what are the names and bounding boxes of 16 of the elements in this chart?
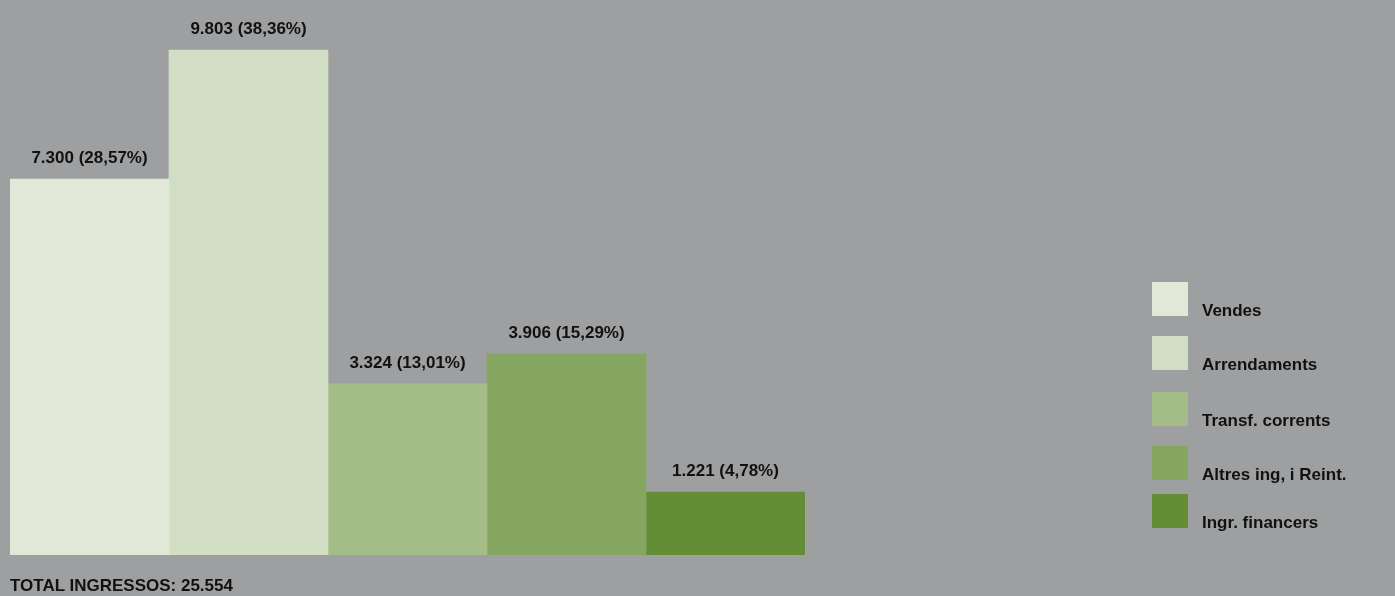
legend-label: Altres ing, i Reint.: [1202, 464, 1347, 484]
legend-label: Ingr. financers: [1202, 512, 1319, 532]
data-label: 3.906 (15,29%): [508, 323, 625, 343]
bar: [168, 49, 329, 555]
legend-label: Arrendaments: [1202, 354, 1318, 374]
data-label: 1.221 (4,78%): [672, 461, 779, 481]
legend-label: Vendes: [1202, 300, 1262, 320]
data-label: 3.324 (13,01%): [349, 353, 466, 372]
bar: [486, 353, 647, 555]
bar: [10, 178, 170, 555]
data-label: 9.803 (38,36%): [190, 19, 307, 39]
legend-label: Transf. corrents: [1202, 410, 1331, 430]
data-label: 7.300 (28,57%): [31, 148, 148, 168]
text: TOTAL INGRESSOS: 25.554: [10, 576, 234, 595]
bar: [327, 383, 488, 555]
bar: [645, 491, 805, 555]
